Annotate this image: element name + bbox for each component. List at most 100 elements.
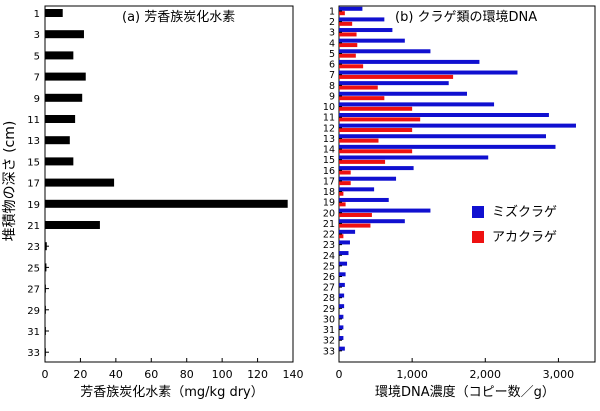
- y-tick-label-23: 23: [27, 242, 40, 253]
- y-tick-label-13: 13: [27, 136, 40, 147]
- mizukurage-bar-depth-33: [339, 346, 345, 351]
- panel-a-x-ticks: 0 20 40 60 80 100 120 140: [42, 358, 304, 381]
- akakurage-bar-depth-3: [339, 32, 357, 37]
- akakurage-bar-depth-17: [339, 181, 351, 186]
- x-tick-label-100: 100: [212, 368, 233, 381]
- mizukurage-bar-depth-12: [339, 123, 576, 128]
- mizukurage-bar-depth-25: [339, 261, 348, 266]
- akakurage-bar-depth-7: [339, 74, 454, 79]
- y-tick-label-31: 31: [323, 325, 335, 336]
- x-tick-label-80: 80: [180, 368, 194, 381]
- bar-depth-21: [45, 221, 100, 229]
- akakurage-bar-depth-18: [339, 191, 344, 196]
- y-tick-label-13: 13: [323, 134, 335, 145]
- y-tick-label-18: 18: [323, 187, 335, 198]
- akakurage-bar-depth-19: [339, 202, 346, 207]
- mizukurage-bar-depth-15: [339, 155, 489, 160]
- y-tick-label-33: 33: [27, 348, 40, 359]
- y-tick-label-17: 17: [27, 179, 40, 190]
- y-tick-label-21: 21: [323, 219, 335, 230]
- y-tick-label-27: 27: [27, 285, 40, 296]
- akakurage-bar-depth-20: [339, 212, 372, 217]
- y-tick-label-28: 28: [323, 293, 335, 304]
- panel-b-legend: ミズクラゲ アカクラゲ: [472, 204, 557, 245]
- y-tick-label-9: 9: [329, 91, 335, 102]
- mizukurage-bar-depth-13: [339, 134, 546, 139]
- y-tick-label-24: 24: [323, 251, 335, 262]
- mizukurage-bar-depth-14: [339, 144, 556, 149]
- y-tick-label-3: 3: [329, 28, 335, 39]
- panel-b-plot-frame: [338, 5, 596, 363]
- y-tick-label-7: 7: [329, 70, 335, 81]
- y-tick-label-6: 6: [329, 60, 335, 71]
- mizukurage-bar-depth-1: [339, 6, 363, 11]
- mizukurage-bar-depth-2: [339, 17, 385, 22]
- y-tick-label-33: 33: [323, 346, 335, 357]
- y-tick-label-8: 8: [329, 81, 335, 92]
- mizukurage-bar-depth-27: [339, 282, 345, 287]
- akakurage-bar-depth-6: [339, 64, 364, 69]
- y-tick-label-10: 10: [323, 102, 335, 113]
- y-tick-label-32: 32: [323, 336, 335, 347]
- panel-a-title: (a) 芳香族炭化水素: [122, 9, 235, 25]
- y-tick-label-23: 23: [323, 240, 335, 251]
- mizukurage-bar-depth-18: [339, 187, 375, 192]
- y-tick-label-17: 17: [323, 176, 335, 187]
- mizukurage-bar-depth-28: [339, 293, 345, 298]
- mizukurage-bar-depth-32: [339, 336, 344, 341]
- akakurage-bar-depth-16: [339, 170, 351, 175]
- bar-depth-19: [45, 199, 288, 208]
- mizukurage-bar-depth-29: [339, 304, 345, 309]
- akakurage-bar-depth-15: [339, 159, 386, 164]
- akakurage-bar-depth-10: [339, 106, 413, 111]
- y-tick-label-19: 19: [27, 200, 40, 211]
- y-tick-label-15: 15: [27, 157, 40, 168]
- akakurage-bar-depth-9: [339, 96, 385, 101]
- akakurage-bar-depth-8: [339, 85, 378, 90]
- y-tick-label-22: 22: [323, 230, 335, 241]
- y-tick-label-29: 29: [27, 306, 40, 317]
- y-tick-label-2: 2: [329, 17, 335, 28]
- mizukurage-bar-depth-31: [339, 325, 344, 330]
- bar-depth-9: [45, 93, 83, 102]
- x-tick-label-1,000: 1,000: [396, 368, 428, 381]
- legend-label-mizukurage: ミズクラゲ: [492, 204, 557, 220]
- mizukurage-bar-depth-21: [339, 219, 405, 224]
- legend-swatch-mizukurage: [472, 206, 484, 218]
- akakurage-bar-depth-1: [339, 11, 345, 16]
- x-tick-label-0: 0: [42, 368, 49, 381]
- y-tick-label-16: 16: [323, 166, 335, 177]
- mizukurage-bar-depth-24: [339, 251, 349, 256]
- panel-b-x-ticks: 0 1,000 2,000 3,000: [336, 358, 574, 381]
- y-tick-label-27: 27: [323, 283, 335, 294]
- x-tick-label-140: 140: [283, 368, 304, 381]
- panel-b-jellyfish-edna: (b) クラゲ類の環境DNA 1234567891011121314151617…: [323, 5, 596, 400]
- akakurage-bar-depth-21: [339, 223, 371, 228]
- panel-a-bars: [45, 9, 288, 357]
- akakurage-bar-depth-14: [339, 149, 413, 154]
- y-tick-label-29: 29: [323, 304, 335, 315]
- akakurage-bar-depth-11: [339, 117, 421, 122]
- mizukurage-bar-depth-4: [339, 38, 405, 43]
- mizukurage-bar-depth-30: [339, 314, 344, 319]
- y-tick-label-4: 4: [329, 38, 335, 49]
- panel-b-bars: [339, 6, 576, 351]
- panel-b-x-axis-label: 環境DNA濃度（コピー数／g）: [375, 384, 555, 400]
- x-tick-label-2,000: 2,000: [470, 368, 502, 381]
- mizukurage-bar-depth-22: [339, 229, 356, 234]
- mizukurage-bar-depth-8: [339, 81, 449, 86]
- shared-y-axis-label: 堆積物の深さ (cm): [2, 121, 18, 242]
- y-tick-label-3: 3: [34, 30, 40, 41]
- mizukurage-bar-depth-17: [339, 176, 397, 181]
- y-tick-label-20: 20: [323, 208, 335, 219]
- panel-b-title: (b) クラゲ類の環境DNA: [395, 10, 537, 25]
- y-tick-label-21: 21: [27, 221, 40, 232]
- mizukurage-bar-depth-6: [339, 59, 480, 64]
- akakurage-bar-depth-5: [339, 53, 356, 58]
- akakurage-bar-depth-4: [339, 43, 358, 48]
- mizukurage-bar-depth-7: [339, 70, 518, 75]
- akakurage-bar-depth-22: [339, 234, 344, 239]
- akakurage-bar-depth-13: [339, 138, 379, 143]
